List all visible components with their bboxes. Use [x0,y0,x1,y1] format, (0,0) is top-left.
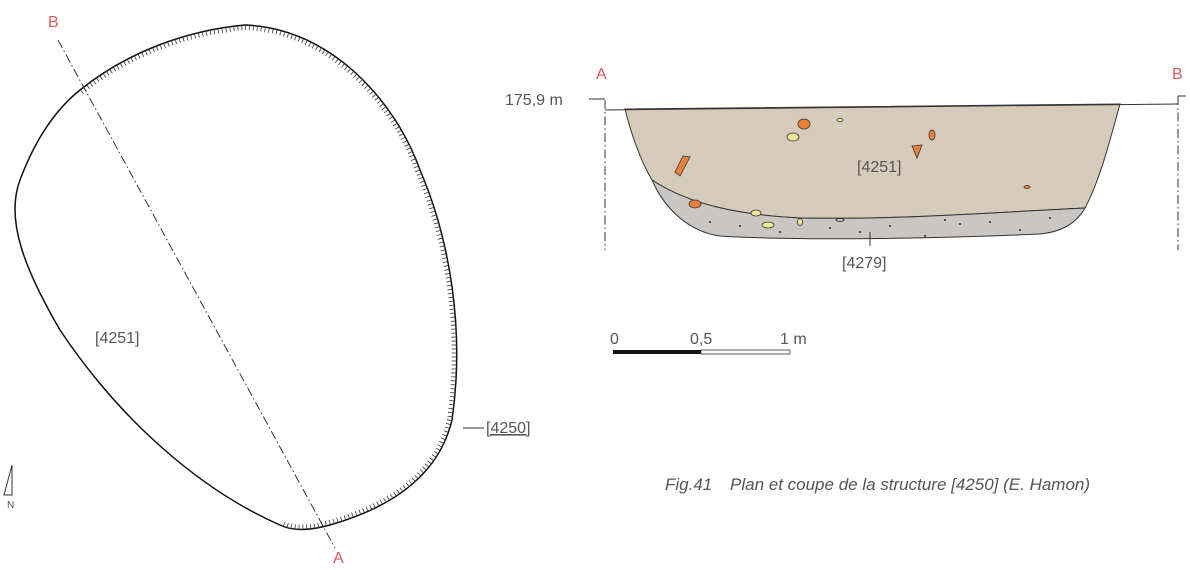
cut-label: [4250] [486,420,530,437]
scale-segment [613,350,701,354]
section-end-label: B [48,14,59,31]
scale-bar: 0 0,5 1 m [610,331,807,355]
caption-text: Plan et coupe de la structure [4250] (E.… [730,475,1090,494]
section-end-label: A [333,550,344,565]
upper-fill-label: [4251] [857,159,901,176]
section-end-label: A [596,66,607,83]
elevation-label: 175,9 m [505,92,563,109]
north-arrow [3,464,13,496]
north-label: N [7,500,14,511]
scale-label: 0 [610,331,619,348]
dots [709,217,1051,237]
caption-number: Fig.41 [665,475,712,494]
section-line [57,39,336,549]
scale-segment [700,349,791,355]
plan: B A [4251] [4250] N [3,14,530,567]
section-end-label: B [1172,66,1183,83]
section: A B 175,9 m [4251] [4279] [505,66,1186,272]
scale-label: 1 m [780,331,807,348]
scale-label: 0,5 [690,331,712,348]
surface [604,103,1179,111]
pit-outline [14,24,458,531]
hachures [76,25,457,530]
inclusions [674,118,1031,229]
lower-fill-label: [4279] [842,255,886,272]
lower-fill [650,178,1086,240]
fill-label: [4251] [95,330,139,347]
